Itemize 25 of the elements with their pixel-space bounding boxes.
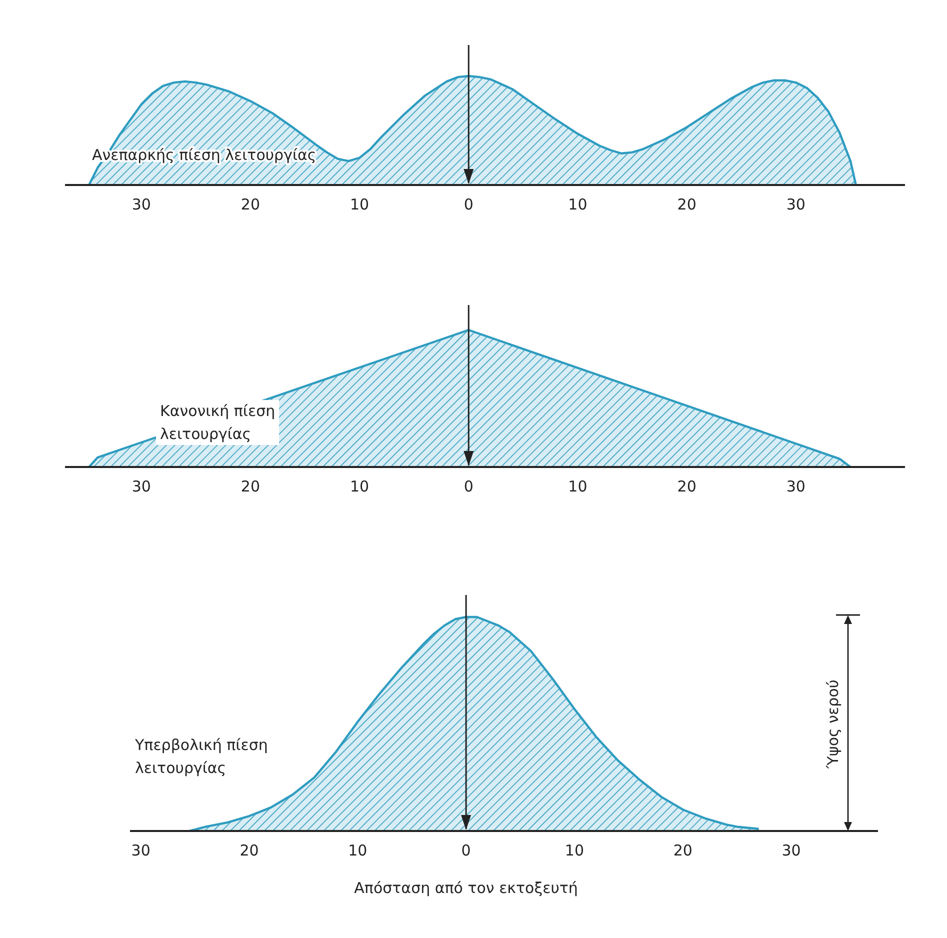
x-tick-label: 30 [786, 196, 806, 214]
annotation: Ύψος νερού [824, 680, 842, 770]
x-tick-label: 20 [240, 478, 260, 496]
annotation: Κανονική πίεση λειτουργίας [160, 402, 276, 443]
x-tick-label: 20 [240, 196, 260, 214]
x-tick-label: 20 [673, 842, 692, 860]
x-tick-label: 30 [132, 478, 151, 496]
x-tick-label: 0 [464, 478, 474, 496]
x-tick-label: 10 [564, 842, 584, 860]
x-tick-label: 10 [350, 196, 370, 214]
x-tick-label: 0 [461, 842, 471, 860]
x-tick-label: 10 [568, 478, 588, 496]
x-tick-label: 30 [132, 196, 151, 214]
x-tick-label: 30 [782, 842, 801, 860]
x-tick-label: 30 [131, 842, 150, 860]
x-tick-label: 20 [677, 478, 696, 496]
x-tick-label: 10 [348, 842, 368, 860]
x-tick-label: 20 [677, 196, 696, 214]
annotation: Υπερβολική πίεση λειτουργίας [134, 736, 268, 777]
x-tick-label: 20 [240, 842, 259, 860]
x-axis-title: Απόσταση από τον εκτοξευτή [354, 879, 578, 897]
x-tick-label: 10 [350, 478, 370, 496]
x-tick-label: 0 [464, 196, 474, 214]
x-tick-label: 10 [568, 196, 588, 214]
x-tick-label: 30 [786, 478, 806, 496]
